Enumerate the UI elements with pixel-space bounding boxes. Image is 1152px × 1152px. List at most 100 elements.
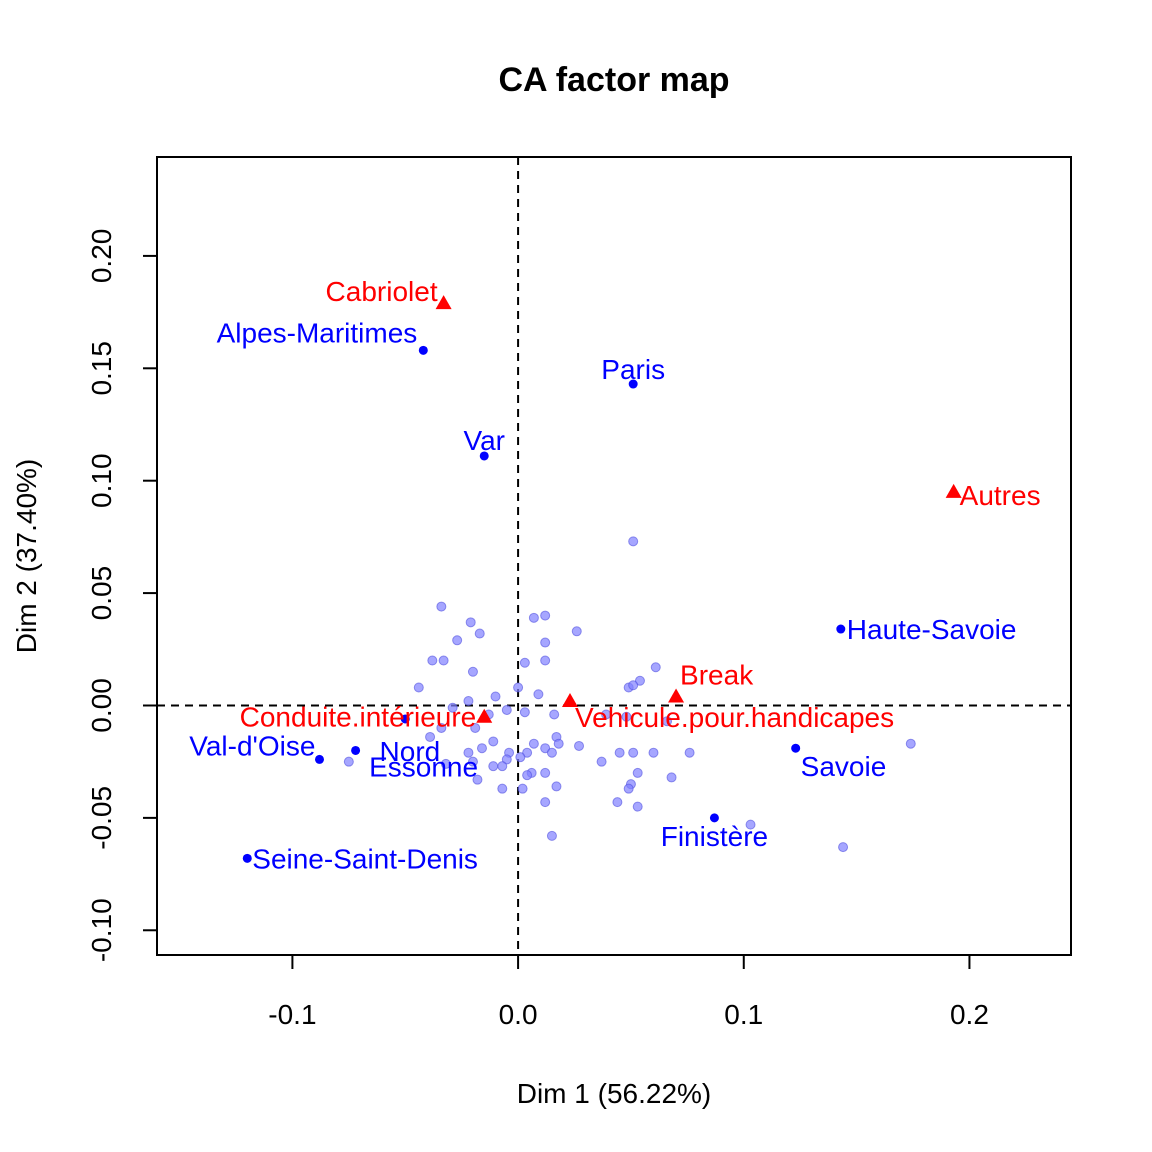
row-point [497, 783, 508, 794]
row-point [628, 680, 639, 691]
column-point [476, 708, 493, 723]
row-point [440, 758, 451, 769]
row-point [601, 709, 612, 720]
x-axis-tick-label: 0.0 [499, 999, 538, 1030]
row-point [838, 842, 849, 853]
y-axis-tick-label: 0.00 [86, 678, 117, 733]
row-point [490, 691, 501, 702]
chart-title: CA factor map [498, 61, 729, 99]
row-point [467, 666, 478, 677]
row-point-label: Savoie [801, 751, 887, 782]
row-point [517, 783, 528, 794]
column-point-label: Conduite.intérieure [240, 702, 477, 733]
row-point [522, 770, 533, 781]
row-point [438, 655, 449, 666]
row-point [553, 738, 564, 749]
row-point [628, 536, 639, 547]
y-axis-tick-label: 0.05 [86, 566, 117, 621]
row-point [452, 635, 463, 646]
row-point-label: Seine-Saint-Denis [252, 843, 478, 874]
column-point [561, 692, 578, 707]
y-axis-tick-label: -0.05 [86, 786, 117, 850]
row-point [632, 801, 643, 812]
row-point [314, 754, 324, 764]
row-point [745, 819, 756, 830]
x-axis-tick-label: -0.1 [268, 999, 316, 1030]
column-point-label: Break [680, 659, 754, 690]
row-point [528, 612, 539, 623]
y-axis-tick-label: 0.10 [86, 453, 117, 508]
row-point [413, 682, 424, 693]
row-point-label: Paris [601, 354, 665, 385]
row-point [546, 747, 557, 758]
column-point [435, 295, 452, 310]
row-point [425, 731, 436, 742]
row-point [436, 601, 447, 612]
row-point [540, 610, 551, 621]
row-point [528, 738, 539, 749]
row-point [540, 637, 551, 648]
row-point [488, 761, 499, 772]
row-point [791, 743, 801, 753]
row-point [648, 747, 659, 758]
column-point [668, 688, 685, 703]
row-point [519, 657, 530, 668]
row-point [465, 617, 476, 628]
y-axis-tick-label: -0.10 [86, 898, 117, 962]
row-point [501, 754, 512, 765]
row-point [628, 747, 639, 758]
row-point [447, 702, 458, 713]
row-point [351, 745, 361, 755]
row-point-label: Alpes-Maritimes [217, 317, 418, 348]
row-point [836, 624, 846, 634]
row-point [463, 695, 474, 706]
row-point [574, 740, 585, 751]
row-point [596, 756, 607, 767]
row-point-label: Haute-Savoie [847, 614, 1017, 645]
row-point [621, 711, 632, 722]
row-point [242, 853, 252, 863]
row-point [634, 675, 645, 686]
row-point [427, 655, 438, 666]
row-point [515, 752, 526, 763]
x-axis-tick-label: 0.1 [724, 999, 763, 1030]
row-point [666, 772, 677, 783]
row-point [905, 738, 916, 749]
row-point [709, 813, 719, 823]
row-point [540, 743, 551, 754]
row-point [533, 689, 544, 700]
row-point [501, 704, 512, 715]
row-point [571, 626, 582, 637]
row-point [551, 781, 562, 792]
row-point-label: Nord [380, 736, 441, 767]
row-point [476, 743, 487, 754]
row-point [546, 830, 557, 841]
row-point [650, 662, 661, 673]
row-point [463, 747, 474, 758]
row-point [436, 722, 447, 733]
y-axis-tick-label: 0.20 [86, 229, 117, 284]
row-point [474, 628, 485, 639]
row-point [540, 655, 551, 666]
row-point [470, 722, 481, 733]
column-point-label: Autres [960, 480, 1041, 511]
row-point [614, 747, 625, 758]
axes: -0.1 0.0 0.1 0.2 -0.10 -0.05 0.00 0.05 0.10 0.15 0… [86, 156, 1072, 1030]
row-point [513, 682, 524, 693]
row-point [549, 709, 560, 720]
row-point [628, 379, 638, 389]
x-axis-tick-label: 0.2 [950, 999, 989, 1030]
row-point-label: Var [463, 425, 505, 456]
row-point [623, 783, 634, 794]
row-point [540, 797, 551, 808]
row-point [400, 714, 410, 724]
row-point-label: Val-d'Oise [189, 730, 315, 761]
row-point [479, 451, 489, 461]
row-point [519, 707, 530, 718]
row-point-label: Finistère [661, 821, 768, 852]
row-point [497, 761, 508, 772]
row-point [612, 797, 623, 808]
x-axis-title: Dim 1 (56.22%) [517, 1078, 712, 1109]
